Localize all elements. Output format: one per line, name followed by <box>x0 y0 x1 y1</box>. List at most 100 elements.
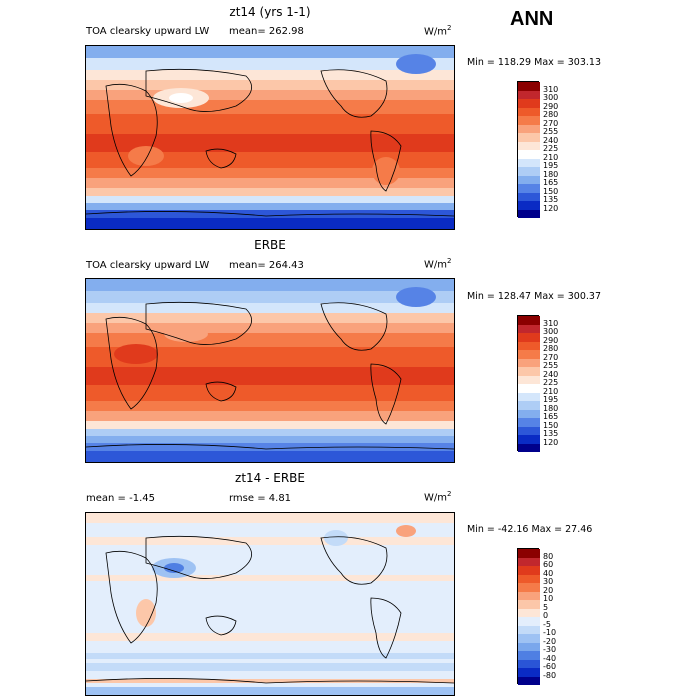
colorbar-tick-label: -10 <box>543 628 557 637</box>
colorbar-swatch <box>518 418 540 427</box>
colorbar-2: 310 300 290 280 270 255 240 225 210 195 180 165 150 1… <box>517 315 577 460</box>
colorbar-tick-label: 10 <box>543 594 554 603</box>
colorbar-swatch <box>518 617 540 626</box>
colorbar-tick-label: 210 <box>543 386 559 396</box>
colorbar-swatch <box>518 367 540 376</box>
colorbar-tick-label: 270 <box>543 352 559 362</box>
colorbar-tick-label: 255 <box>543 361 559 370</box>
colorbar-tick-label: 60 <box>543 560 554 569</box>
panel-1-map <box>85 45 455 230</box>
colorbar-swatch <box>518 350 540 359</box>
panel-3-title: zt14 - ERBE <box>235 471 305 485</box>
colorbar-swatch <box>518 409 540 418</box>
colorbar-swatch <box>518 435 540 444</box>
colorbar-swatch <box>518 99 540 108</box>
colorbar-swatch <box>518 358 540 367</box>
colorbar-tick-label: 180 <box>543 403 559 413</box>
colorbar-swatch <box>518 133 540 142</box>
panel-2-map-svg <box>86 279 454 462</box>
colorbar-tick-label: -20 <box>543 636 557 646</box>
colorbar-swatch <box>518 634 540 643</box>
colorbar-tick-label: 290 <box>543 335 559 345</box>
panel-2-minmax: Min = 128.47 Max = 300.37 <box>467 291 601 302</box>
colorbar-tick-label: 180 <box>543 169 559 179</box>
colorbar-tick-label: 300 <box>543 327 559 336</box>
colorbar-tick-label: -30 <box>543 645 557 654</box>
colorbar-swatch <box>518 184 540 193</box>
main-title: ANN <box>510 8 554 30</box>
colorbar-swatch <box>518 116 540 125</box>
colorbar-tick-label: 30 <box>543 577 554 586</box>
colorbar-tick-label: 310 <box>543 84 559 94</box>
colorbar-swatch <box>518 384 540 393</box>
colorbar-swatch <box>518 566 540 575</box>
colorbar-tick-label: 270 <box>543 118 559 128</box>
colorbar-tick-label: 195 <box>543 395 559 404</box>
panel-1-variable-label: TOA clearsky upward LW <box>86 26 210 37</box>
colorbar-swatch <box>518 401 540 410</box>
colorbar-tick-label: 80 <box>543 551 554 561</box>
colorbar-2-bar <box>517 315 540 452</box>
colorbar-swatch <box>518 659 540 668</box>
colorbar-tick-label: 150 <box>543 186 559 196</box>
panel-2-title: ERBE <box>254 238 286 252</box>
colorbar-1: 310 300 290 280 270 255 240 225 210 195 180 165 150 1… <box>517 81 577 226</box>
panel-2-mean-label: mean= 264.43 <box>229 260 304 271</box>
colorbar-swatch <box>518 192 540 201</box>
colorbar-swatch <box>518 209 540 218</box>
colorbar-3-bar <box>517 548 540 685</box>
colorbar-tick-label: 5 <box>543 602 549 612</box>
colorbar-swatch <box>518 583 540 592</box>
colorbar-swatch <box>518 574 540 583</box>
colorbar-tick-label: -80 <box>543 670 557 680</box>
colorbar-swatch <box>518 651 540 660</box>
colorbar-tick-label: -40 <box>543 653 557 663</box>
colorbar-tick-label: 210 <box>543 152 559 162</box>
panel-3-map-svg <box>86 513 454 695</box>
colorbar-swatch <box>518 107 540 116</box>
colorbar-swatch <box>518 175 540 184</box>
colorbar-tick-label: 240 <box>543 369 559 379</box>
colorbar-tick-label: 195 <box>543 161 559 170</box>
colorbar-swatch <box>518 591 540 600</box>
colorbar-swatch <box>518 150 540 159</box>
panel-3-mean-label: mean = -1.45 <box>86 493 155 504</box>
colorbar-tick-label: 225 <box>543 378 559 387</box>
colorbar-tick-label: 240 <box>543 135 559 145</box>
colorbar-3: 80 60 40 30 20 10 5 0 -5 -10 -20 -30 -40 -60 -80 <box>517 548 577 693</box>
panel-3-minmax: Min = -42.16 Max = 27.46 <box>467 524 593 535</box>
colorbar-swatch <box>518 167 540 176</box>
colorbar-swatch <box>518 201 540 210</box>
colorbar-swatch <box>518 625 540 634</box>
colorbar-swatch <box>518 124 540 133</box>
colorbar-swatch <box>518 82 540 91</box>
panel-1-minmax: Min = 118.29 Max = 303.13 <box>467 57 601 68</box>
colorbar-tick-label: 150 <box>543 420 559 430</box>
colorbar-tick-label: -5 <box>543 619 551 629</box>
colorbar-tick-label: 135 <box>543 429 559 438</box>
colorbar-swatch <box>518 557 540 566</box>
colorbar-swatch <box>518 608 540 617</box>
colorbar-tick-label: 280 <box>543 110 559 119</box>
colorbar-swatch <box>518 375 540 384</box>
colorbar-tick-label: 40 <box>543 568 554 578</box>
colorbar-tick-label: 165 <box>543 412 559 421</box>
colorbar-tick-label: 120 <box>543 203 559 213</box>
colorbar-swatch <box>518 443 540 452</box>
panel-2-map <box>85 278 455 463</box>
colorbar-swatch <box>518 642 540 651</box>
colorbar-swatch <box>518 600 540 609</box>
panel-1-title: zt14 (yrs 1-1) <box>229 5 311 19</box>
colorbar-tick-label: 255 <box>543 127 559 136</box>
colorbar-swatch <box>518 324 540 333</box>
colorbar-tick-label: 225 <box>543 144 559 153</box>
colorbar-swatch <box>518 676 540 685</box>
colorbar-swatch <box>518 141 540 150</box>
panel-1-map-svg <box>86 46 454 229</box>
colorbar-tick-label: 300 <box>543 93 559 102</box>
colorbar-tick-label: 165 <box>543 178 559 187</box>
colorbar-swatch <box>518 341 540 350</box>
colorbar-tick-label: 280 <box>543 344 559 353</box>
colorbar-swatch <box>518 392 540 401</box>
panel-2-units: W/m2 <box>424 257 452 271</box>
